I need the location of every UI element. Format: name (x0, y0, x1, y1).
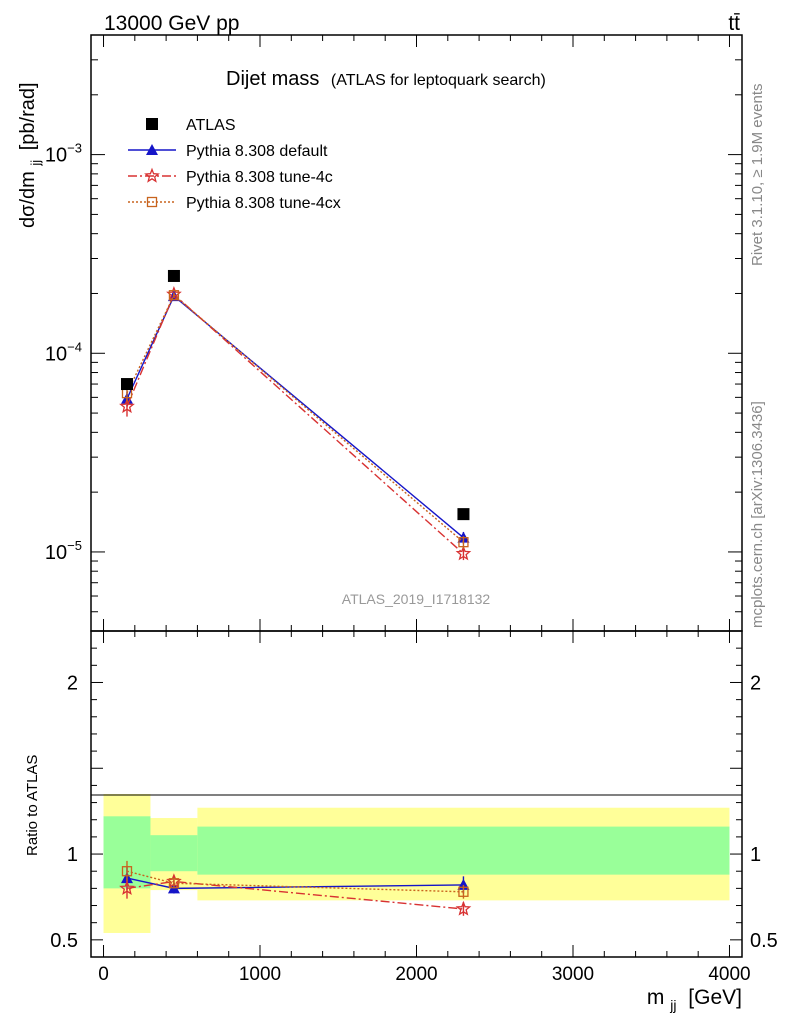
ratio-point (121, 866, 133, 877)
y-tick-label-exp: −5 (67, 538, 82, 553)
y-tick-label-base: 10 (45, 343, 67, 365)
energy-label: 13000 GeV pp (104, 12, 239, 35)
ratio-point (455, 900, 472, 916)
reference-point (457, 508, 470, 521)
ratio-tick-label-left: 2 (67, 672, 78, 694)
ratio-tick-label-right: 1 (750, 844, 761, 866)
ratio-point (458, 886, 469, 897)
ratio-point (119, 880, 135, 896)
y-tick-label: 10−4 (45, 339, 82, 365)
ratio-uncertainty-bands (103, 794, 730, 933)
legend: ATLAS Pythia 8.308 default Pythia 8.308 … (128, 117, 341, 212)
y-tick-label-base: 10 (45, 145, 67, 167)
y-tick-label: 10−3 (45, 141, 82, 167)
y-axis-label: dσ/dm jj [pb/rad] (17, 82, 45, 228)
analysis-id: ATLAS_2019_I1718132 (342, 591, 491, 607)
x-tick-label: 2000 (395, 964, 437, 985)
reference-point (167, 269, 180, 282)
x-tick-label: 3000 (552, 964, 594, 985)
rivet-version-text: Rivet 3.1.10, ≥ 1.9M events (749, 84, 766, 267)
legend-marker (146, 196, 158, 208)
y-tick-label-base: 10 (45, 542, 67, 564)
ratio-panel-frame (90, 630, 743, 958)
main-series-layer (119, 269, 472, 561)
series-line-3 (126, 294, 464, 543)
data-point (458, 537, 469, 548)
series-line-1 (126, 294, 464, 539)
data-point (119, 398, 135, 414)
ratio-tick-label-right: 0.5 (750, 930, 778, 952)
x-axis-label-unit: [GeV] (688, 986, 742, 1009)
x-axis-label-sub: jj (669, 997, 676, 1013)
y-axis-label-main: dσ/dm (17, 171, 39, 228)
ratio-tick-label-left: 0.5 (50, 930, 78, 952)
ratio-tick-label-left: 1 (67, 844, 78, 866)
y-tick-label-exp: −3 (67, 141, 82, 156)
y-tick-label-exp: −4 (67, 339, 82, 354)
legend-label-tune-4cx: Pythia 8.308 tune-4cx (186, 195, 341, 212)
series-line-2 (126, 293, 464, 555)
x-axis-label-main: m (647, 986, 665, 1009)
ratio-y-axis-label: Ratio to ATLAS (24, 755, 41, 856)
source-reference-text: mcplots.cern.ch [arXiv:1306.3436] (749, 401, 766, 628)
ratio-tick-label-right: 2 (750, 672, 761, 694)
ratio-band-green (197, 826, 730, 875)
x-tick-label: 4000 (708, 964, 750, 985)
y-axis-label-sub: jj (28, 160, 43, 167)
legend-label-default: Pythia 8.308 default (186, 143, 328, 160)
legend-marker (146, 144, 158, 155)
ratio-point (168, 878, 180, 889)
legend-label-atlas: ATLAS (186, 117, 236, 134)
plot-title: Dijet mass (ATLAS for leptoquark search) (226, 68, 546, 90)
plot-title-main: Dijet mass (226, 68, 319, 90)
ratio-series-layer (119, 860, 472, 916)
x-tick-label: 0 (98, 964, 109, 985)
y-tick-label: 10−5 (45, 538, 82, 564)
ratio-band-green (150, 835, 198, 872)
legend-marker (146, 118, 158, 130)
data-point (455, 545, 472, 561)
data-point (168, 290, 180, 301)
reference-point (120, 378, 133, 391)
x-tick-label: 1000 (239, 964, 281, 985)
x-axis-label: m jj [GeV] (647, 986, 742, 1015)
legend-marker (144, 167, 160, 183)
y-axis-label-unit: [pb/rad] (17, 82, 39, 150)
plot-subtitle: (ATLAS for leptoquark search) (331, 72, 546, 89)
legend-label-tune-4c: Pythia 8.308 tune-4c (186, 169, 333, 186)
process-label: tt̄ (728, 12, 740, 35)
